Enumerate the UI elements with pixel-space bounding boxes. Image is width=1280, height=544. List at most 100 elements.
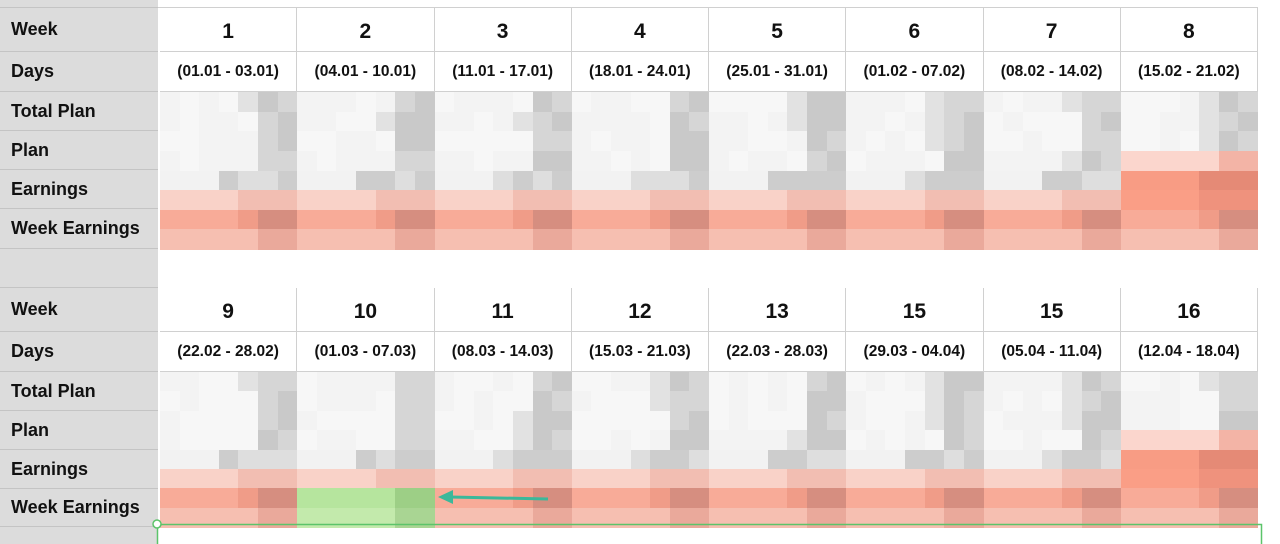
blurred-cell xyxy=(1042,372,1063,392)
blurred-cell xyxy=(728,372,749,392)
blurred-cell xyxy=(1179,92,1200,113)
blurred-cell xyxy=(297,391,318,412)
blurred-cell xyxy=(983,430,1004,450)
blurred-cell xyxy=(493,449,514,470)
blurred-cell xyxy=(924,111,945,132)
blurred-cell xyxy=(1159,410,1181,431)
blurred-cell xyxy=(395,430,416,450)
blurred-cell xyxy=(1061,170,1083,191)
blurred-cell xyxy=(1003,131,1024,152)
blurred-cell xyxy=(473,229,494,250)
days-range: (01.02 - 07.02) xyxy=(846,52,984,92)
blurred-cell xyxy=(650,488,671,509)
blurred-cell xyxy=(258,170,279,191)
blurred-cell xyxy=(1003,150,1024,171)
blurred-cell xyxy=(277,92,298,113)
blurred-cell xyxy=(454,391,475,412)
blurred-cell xyxy=(709,229,730,250)
blurred-cell xyxy=(865,209,886,230)
blurred-cell xyxy=(1159,372,1181,392)
blurred-cell xyxy=(865,111,886,132)
blurred-cell xyxy=(1159,229,1181,250)
blurred-cell xyxy=(1061,372,1083,392)
blurred-cell xyxy=(1140,410,1161,431)
blurred-cell xyxy=(826,229,847,250)
blurred-cell xyxy=(963,449,984,470)
blurred-cell xyxy=(552,430,573,450)
blurred-cell xyxy=(610,488,632,509)
row-header: Plan xyxy=(0,411,158,450)
blurred-cell xyxy=(1120,209,1141,230)
blurred-cell xyxy=(591,150,612,171)
blurred-cell xyxy=(924,92,945,113)
blurred-cell xyxy=(924,229,945,250)
days-range: (15.02 - 21.02) xyxy=(1120,52,1258,92)
blurred-cell xyxy=(395,507,416,528)
blurred-cell xyxy=(375,391,396,412)
blurred-cell xyxy=(689,430,710,450)
blurred-cell xyxy=(199,391,220,412)
blurred-cell xyxy=(297,92,318,113)
week-number: 9 xyxy=(160,288,298,332)
blurred-cell xyxy=(434,410,455,431)
blurred-cell xyxy=(356,372,377,392)
blurred-cell xyxy=(689,468,710,489)
days-range: (15.03 - 21.03) xyxy=(571,332,709,372)
blurred-cell xyxy=(238,190,259,211)
blurred-cell xyxy=(1120,92,1141,113)
blurred-cell xyxy=(1199,372,1220,392)
blurred-cell xyxy=(865,410,886,431)
blurred-cell xyxy=(787,410,808,431)
blurred-cell xyxy=(1003,468,1024,489)
blurred-cell xyxy=(434,170,455,191)
blurred-cell xyxy=(1081,190,1102,211)
blurred-cell xyxy=(689,449,710,470)
blurred-cell xyxy=(434,391,455,412)
blurred-cell xyxy=(963,150,984,171)
blurred-cell xyxy=(512,391,534,412)
blurred-cell xyxy=(669,190,690,211)
blurred-cell xyxy=(1238,410,1259,431)
blurred-cell xyxy=(610,190,632,211)
blurred-cell xyxy=(669,430,690,450)
blurred-cell xyxy=(1218,131,1239,152)
blurred-cell xyxy=(650,229,671,250)
blurred-cell xyxy=(277,507,298,528)
blurred-cell xyxy=(748,410,769,431)
blurred-cell xyxy=(532,209,553,230)
blurred-cell xyxy=(316,92,337,113)
blurred-cell xyxy=(1042,111,1063,132)
week-number: 1 xyxy=(160,8,298,52)
blurred-cell xyxy=(238,170,259,191)
blurred-cell xyxy=(630,507,651,528)
blurred-cell xyxy=(1042,507,1063,528)
blurred-cell xyxy=(1159,468,1181,489)
blurred-cell xyxy=(610,372,632,392)
blurred-cell xyxy=(1042,430,1063,450)
blurred-cell xyxy=(748,372,769,392)
blurred-cell xyxy=(1199,150,1220,171)
blurred-cell xyxy=(689,229,710,250)
blurred-cell xyxy=(1003,111,1024,132)
blurred-cell xyxy=(924,507,945,528)
blurred-cell xyxy=(454,92,475,113)
days-range: (08.03 - 14.03) xyxy=(434,332,572,372)
blurred-cell xyxy=(277,468,298,489)
blurred-cell xyxy=(473,410,494,431)
blurred-cell xyxy=(963,131,984,152)
blurred-cell xyxy=(963,410,984,431)
blurred-cell xyxy=(336,92,357,113)
blurred-cell xyxy=(454,229,475,250)
blurred-cell xyxy=(1120,488,1141,509)
blurred-cell xyxy=(277,410,298,431)
blurred-cell xyxy=(591,430,612,450)
blurred-cell xyxy=(709,92,730,113)
blurred-cell xyxy=(944,449,965,470)
blurred-cell xyxy=(1120,468,1141,489)
blurred-cell xyxy=(316,449,337,470)
blurred-cell xyxy=(885,209,906,230)
blurred-cell xyxy=(963,391,984,412)
blurred-cell xyxy=(787,150,808,171)
blurred-cell xyxy=(1238,150,1259,171)
blurred-cell xyxy=(610,170,632,191)
